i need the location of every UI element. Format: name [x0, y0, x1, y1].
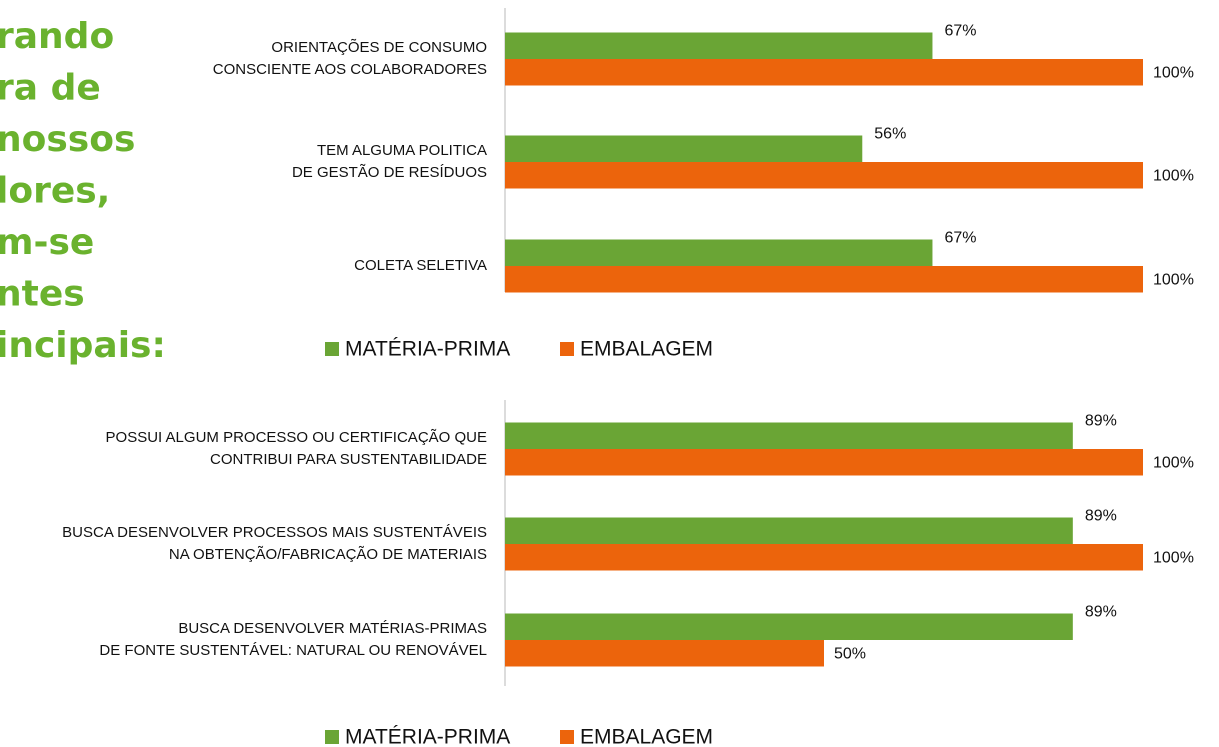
value-label: 100%: [1153, 549, 1194, 566]
legend-swatch: [560, 730, 574, 744]
bar: [505, 613, 1073, 640]
value-label: 100%: [1153, 271, 1194, 288]
legend-swatch: [325, 730, 339, 744]
side-heading-line: lores,: [0, 171, 110, 212]
value-label: 100%: [1153, 64, 1194, 81]
legend-label: EMBALAGEM: [580, 726, 713, 747]
bar: [505, 544, 1143, 571]
bar: [505, 135, 863, 162]
category-label: ORIENTAÇÕES DE CONSUMO: [271, 39, 487, 56]
legend-label: EMBALAGEM: [580, 338, 713, 361]
category-label: NA OBTENÇÃO/FABRICAÇÃO DE MATERIAIS: [169, 546, 487, 563]
side-heading-line: ntes: [0, 274, 85, 315]
value-label: 100%: [1153, 167, 1194, 184]
value-label: 67%: [944, 230, 976, 247]
side-heading-line: ra de: [0, 68, 101, 109]
value-label: 100%: [1153, 454, 1194, 471]
category-label: COLETA SELETIVA: [354, 257, 487, 274]
bar: [505, 32, 933, 59]
category-label: POSSUI ALGUM PROCESSO OU CERTIFICAÇÃO QU…: [106, 429, 487, 446]
legend-label: MATÉRIA-PRIMA: [345, 338, 510, 361]
value-label: 67%: [944, 23, 976, 40]
bar: [505, 239, 933, 266]
value-label: 89%: [1085, 508, 1117, 525]
category-label: TEM ALGUMA POLITICA: [317, 142, 487, 159]
side-heading-line: m-se: [0, 222, 94, 263]
bar: [505, 266, 1143, 293]
bar: [505, 640, 824, 667]
legend-label: MATÉRIA-PRIMA: [345, 726, 510, 747]
bar: [505, 59, 1143, 86]
category-label: BUSCA DESENVOLVER MATÉRIAS-PRIMAS: [178, 620, 487, 637]
side-heading-line: nossos: [0, 119, 135, 160]
legend-swatch: [560, 342, 574, 356]
side-heading-line: incipais:: [0, 325, 166, 366]
category-label: DE GESTÃO DE RESÍDUOS: [292, 164, 487, 181]
bar: [505, 517, 1073, 544]
side-heading-line: rando: [0, 16, 114, 57]
category-label: DE FONTE SUSTENTÁVEL: NATURAL OU RENOVÁV…: [99, 642, 487, 659]
bar: [505, 162, 1143, 189]
category-label: CONTRIBUI PARA SUSTENTABILIDADE: [210, 451, 487, 468]
category-label: BUSCA DESENVOLVER PROCESSOS MAIS SUSTENT…: [62, 524, 487, 541]
bar: [505, 422, 1073, 449]
value-label: 89%: [1085, 604, 1117, 621]
value-label: 50%: [834, 645, 866, 662]
legend-swatch: [325, 342, 339, 356]
value-label: 56%: [874, 126, 906, 143]
category-label: CONSCIENTE AOS COLABORADORES: [213, 61, 487, 78]
value-label: 89%: [1085, 413, 1117, 430]
bar: [505, 449, 1143, 476]
